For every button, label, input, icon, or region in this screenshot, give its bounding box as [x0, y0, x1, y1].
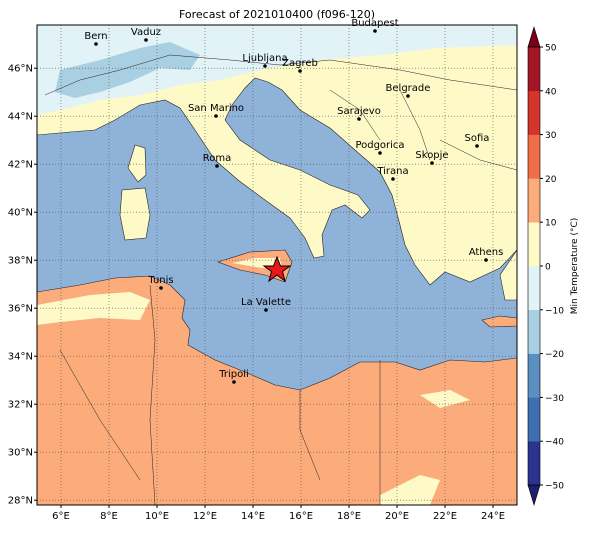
city-label: Athens: [469, 247, 504, 258]
colorbar-label: Min Temperature (°C): [570, 218, 580, 315]
colorbar-bin: [528, 90, 540, 135]
y-tick-label: 34°N: [8, 352, 33, 363]
city-label: Podgorica: [355, 140, 404, 151]
turkey: [499, 249, 517, 301]
tunisia-cool: [37, 292, 150, 325]
city-dot: [159, 286, 163, 290]
y-tick-label: 46°N: [8, 64, 33, 75]
city-dot: [484, 258, 488, 262]
y-tick-label: 38°N: [8, 256, 33, 267]
city-label: Roma: [203, 153, 232, 164]
colorbar-bin: [528, 266, 540, 311]
city-label: Tirana: [376, 166, 408, 177]
colorbar-tick-label: 20: [545, 175, 557, 185]
x-tick-label: 24°E: [481, 511, 505, 522]
city-label: Skopje: [415, 150, 448, 161]
city-dot: [214, 114, 218, 118]
x-tick-label: 10°E: [145, 511, 169, 522]
map-frame: [36, 24, 518, 506]
city-dot: [373, 29, 377, 33]
x-tick-label: 14°E: [241, 511, 265, 522]
colorbar-under: [527, 484, 541, 507]
x-tick-label: 18°E: [337, 511, 361, 522]
sardinia: [119, 187, 151, 241]
colorbar-tick-label: 10: [545, 219, 557, 229]
y-tick-label: 42°N: [8, 160, 33, 171]
colorbar-tick-label: −50: [545, 482, 564, 492]
colorbar-tick-label: −40: [545, 438, 564, 448]
city-label: Ljubljana: [242, 53, 287, 64]
city-dot: [378, 151, 382, 155]
colorbar-bin: [528, 441, 540, 486]
x-tick-label: 20°E: [385, 511, 409, 522]
y-tick-label: 44°N: [8, 112, 33, 123]
city-label: La Valette: [241, 297, 291, 308]
x-tick-label: 22°E: [433, 511, 457, 522]
star-marker: [262, 255, 292, 283]
colorbar-tick-label: −30: [545, 394, 564, 404]
x-tick-label: 8°E: [100, 511, 118, 522]
city-dot: [357, 117, 361, 121]
city-dot: [144, 38, 148, 42]
colorbar-bin: [528, 397, 540, 442]
city-label: Sofia: [465, 133, 490, 144]
city-label: San Marino: [188, 103, 244, 114]
colorbar-tick-label: 40: [545, 87, 557, 97]
alps-band: [55, 42, 200, 98]
y-tick-label: 36°N: [8, 304, 33, 315]
crete: [481, 315, 517, 328]
city-dot: [298, 69, 302, 73]
y-tick-label: 32°N: [8, 400, 33, 411]
city-label: Budapest: [351, 18, 398, 29]
city-label: Belgrade: [386, 83, 431, 94]
desert-cool: [380, 390, 470, 505]
cities: Bern Vaduz Budapest Ljubljana Zagreb Bel…: [84, 18, 503, 384]
colorbar-bin: [528, 222, 540, 267]
city-label: Zagreb: [282, 58, 318, 69]
city-dot: [94, 42, 98, 46]
city-dot: [391, 177, 395, 181]
city-dot: [406, 94, 410, 98]
city-label: Tripoli: [218, 369, 249, 380]
corsica: [127, 144, 147, 183]
x-tick-label: 12°E: [193, 511, 217, 522]
colorbar-tick-label: 0: [545, 263, 551, 273]
borders: [44, 54, 517, 505]
city-label: Vaduz: [131, 27, 161, 38]
city-dot: [430, 161, 434, 165]
colorbar-tick-label: −10: [545, 306, 564, 316]
city-dot: [264, 308, 268, 312]
map-area: [37, 25, 517, 505]
colorbar-over: [527, 25, 541, 48]
colorbar-tick-label: −20: [545, 350, 564, 360]
land-africa: [37, 275, 517, 505]
grid: [37, 25, 517, 505]
colorbar-tick-label: 50: [545, 44, 557, 54]
colorbar-tick-label: 30: [545, 131, 557, 141]
colorbar-bin: [528, 134, 540, 179]
city-dot: [263, 64, 267, 68]
city-dot: [232, 380, 236, 384]
colorbar-bin: [528, 309, 540, 354]
colorbar-bin: [528, 178, 540, 223]
title: Forecast of 2021010400 (f096-120): [179, 8, 375, 21]
city-dot: [475, 144, 479, 148]
colorbar-bin: [528, 47, 540, 92]
city-label: Tunis: [147, 275, 173, 286]
city-label: Sarajevo: [337, 106, 381, 117]
y-tick-label: 40°N: [8, 208, 33, 219]
city-label: Bern: [84, 31, 107, 42]
colorbar-bin: [528, 353, 540, 398]
y-tick-label: 30°N: [8, 448, 33, 459]
city-dot: [215, 164, 219, 168]
x-tick-label: 6°E: [52, 511, 70, 522]
y-tick-label: 28°N: [8, 496, 33, 507]
x-tick-label: 16°E: [289, 511, 313, 522]
